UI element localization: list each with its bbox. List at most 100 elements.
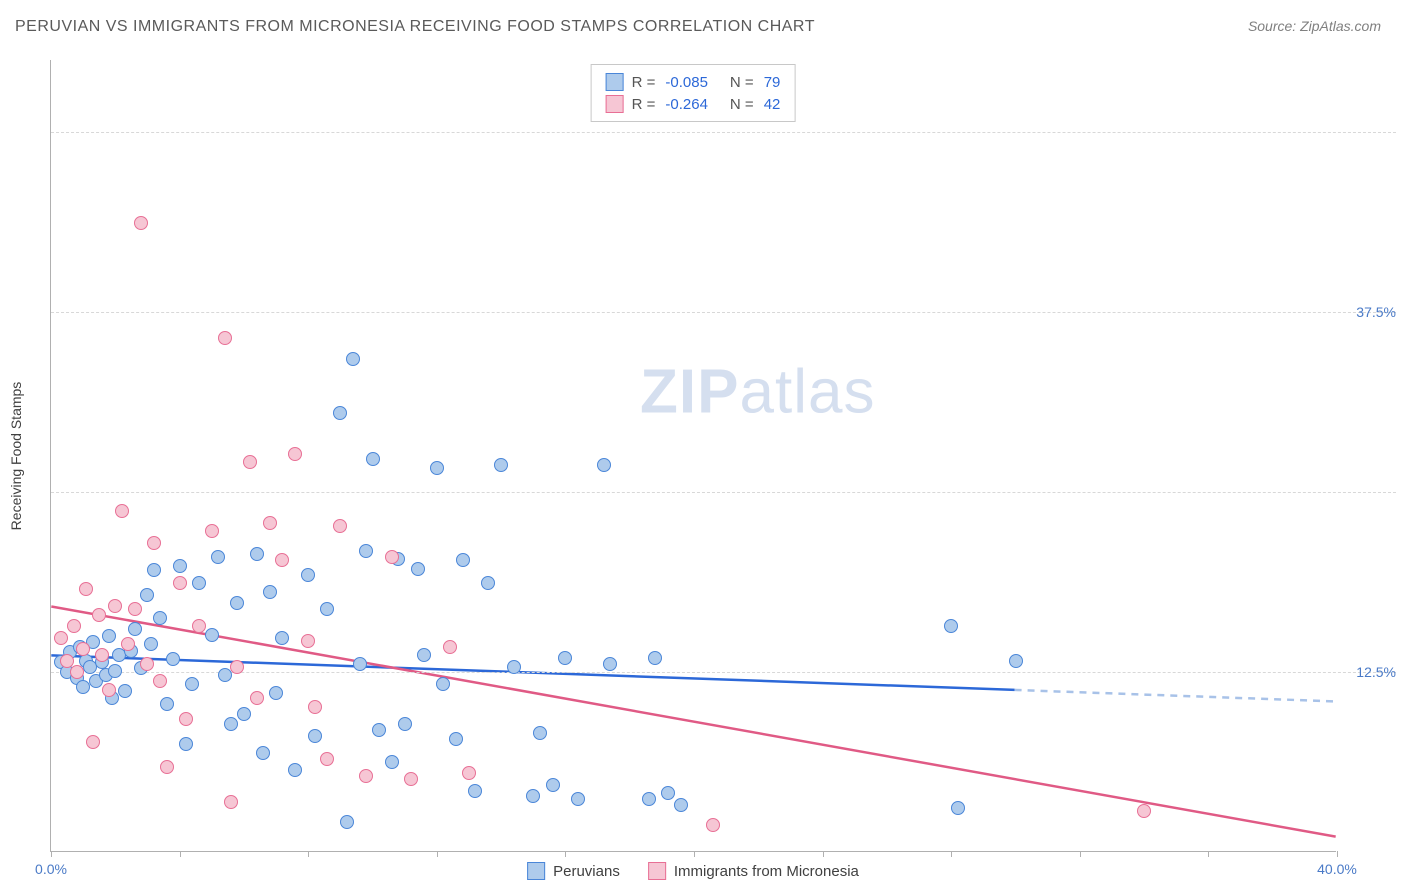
data-point-micronesia [320, 752, 334, 766]
stats-legend-box: R =-0.085N =79R =-0.264N =42 [591, 64, 796, 122]
data-point-peruvians [147, 563, 161, 577]
data-point-peruvians [269, 686, 283, 700]
data-point-micronesia [95, 648, 109, 662]
data-point-micronesia [404, 772, 418, 786]
data-point-peruvians [263, 585, 277, 599]
data-point-peruvians [648, 651, 662, 665]
data-point-micronesia [243, 455, 257, 469]
data-point-micronesia [443, 640, 457, 654]
data-point-peruvians [160, 697, 174, 711]
x-tick [823, 851, 824, 857]
legend-item-peruvians: Peruvians [527, 862, 620, 880]
trend-line [51, 607, 1335, 837]
data-point-peruvians [597, 458, 611, 472]
data-point-peruvians [275, 631, 289, 645]
x-tick [1080, 851, 1081, 857]
r-label: R = [632, 74, 656, 91]
data-point-micronesia [108, 599, 122, 613]
plot-area: ZIPatlas 12.5%37.5%0.0%40.0% [50, 60, 1336, 852]
data-point-peruvians [436, 677, 450, 691]
data-point-micronesia [67, 619, 81, 633]
data-point-peruvians [108, 664, 122, 678]
data-point-peruvians [320, 602, 334, 616]
data-point-micronesia [160, 760, 174, 774]
data-point-peruvians [494, 458, 508, 472]
data-point-peruvians [173, 559, 187, 573]
n-label: N = [730, 96, 754, 113]
data-point-peruvians [308, 729, 322, 743]
stats-row-peruvians: R =-0.085N =79 [606, 71, 781, 93]
data-point-peruvians [185, 677, 199, 691]
legend-label: Immigrants from Micronesia [674, 863, 859, 880]
data-point-micronesia [76, 642, 90, 656]
data-point-micronesia [301, 634, 315, 648]
r-label: R = [632, 96, 656, 113]
data-point-micronesia [134, 216, 148, 230]
r-value: -0.085 [665, 74, 708, 91]
x-tick-label: 40.0% [1317, 861, 1357, 877]
data-point-micronesia [250, 691, 264, 705]
data-point-micronesia [121, 637, 135, 651]
data-point-peruvians [411, 562, 425, 576]
data-point-peruvians [144, 637, 158, 651]
data-point-peruvians [546, 778, 560, 792]
data-point-peruvians [366, 452, 380, 466]
source-link[interactable]: ZipAtlas.com [1300, 18, 1381, 34]
data-point-micronesia [102, 683, 116, 697]
data-point-peruvians [372, 723, 386, 737]
data-point-micronesia [706, 818, 720, 832]
data-point-peruvians [430, 461, 444, 475]
gridline [51, 492, 1396, 493]
data-point-micronesia [275, 553, 289, 567]
data-point-peruvians [346, 352, 360, 366]
data-point-micronesia [224, 795, 238, 809]
data-point-micronesia [173, 576, 187, 590]
x-tick [694, 851, 695, 857]
data-point-peruvians [218, 668, 232, 682]
data-point-peruvians [1009, 654, 1023, 668]
data-point-micronesia [140, 657, 154, 671]
x-tick [951, 851, 952, 857]
bottom-legend: Peruvians Immigrants from Micronesia [527, 862, 859, 880]
data-point-micronesia [153, 674, 167, 688]
data-point-peruvians [359, 544, 373, 558]
data-point-peruvians [211, 550, 225, 564]
data-point-micronesia [385, 550, 399, 564]
data-point-micronesia [192, 619, 206, 633]
data-point-peruvians [179, 737, 193, 751]
data-point-peruvians [340, 815, 354, 829]
data-point-peruvians [230, 596, 244, 610]
x-tick [308, 851, 309, 857]
data-point-micronesia [205, 524, 219, 538]
data-point-peruvians [205, 628, 219, 642]
x-tick [1208, 851, 1209, 857]
data-point-micronesia [263, 516, 277, 530]
swatch-micronesia [648, 862, 666, 880]
x-tick [437, 851, 438, 857]
data-point-micronesia [308, 700, 322, 714]
data-point-peruvians [398, 717, 412, 731]
data-point-peruvians [140, 588, 154, 602]
data-point-peruvians [288, 763, 302, 777]
data-point-peruvians [468, 784, 482, 798]
n-value: 42 [764, 96, 781, 113]
y-axis-title: Receiving Food Stamps [8, 382, 24, 531]
swatch-peruvians [606, 73, 624, 91]
data-point-peruvians [353, 657, 367, 671]
data-point-peruvians [449, 732, 463, 746]
data-point-micronesia [54, 631, 68, 645]
y-tick-label: 37.5% [1341, 304, 1396, 320]
data-point-peruvians [153, 611, 167, 625]
data-point-peruvians [603, 657, 617, 671]
legend-label: Peruvians [553, 863, 620, 880]
data-point-peruvians [533, 726, 547, 740]
data-point-peruvians [128, 622, 142, 636]
data-point-peruvians [118, 684, 132, 698]
data-point-micronesia [115, 504, 129, 518]
source-prefix: Source: [1248, 18, 1300, 34]
swatch-micronesia [606, 95, 624, 113]
data-point-micronesia [147, 536, 161, 550]
data-point-peruvians [944, 619, 958, 633]
data-point-peruvians [301, 568, 315, 582]
data-point-peruvians [192, 576, 206, 590]
